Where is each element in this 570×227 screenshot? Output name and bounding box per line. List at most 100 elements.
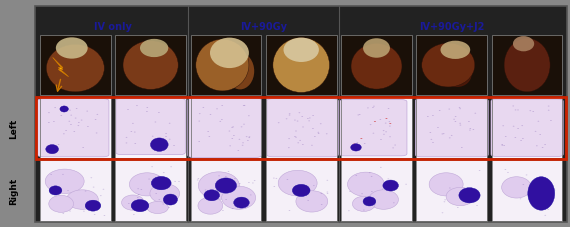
Bar [190,35,261,96]
Circle shape [162,204,164,205]
Circle shape [242,143,244,144]
Circle shape [148,179,150,180]
Circle shape [302,127,304,128]
FancyBboxPatch shape [339,100,407,156]
Circle shape [83,211,85,212]
Circle shape [229,146,231,147]
Ellipse shape [504,39,550,92]
Circle shape [104,215,105,216]
Bar [190,98,261,158]
Bar [341,35,412,96]
Bar [40,35,111,96]
Circle shape [364,143,365,144]
Circle shape [504,169,506,170]
Ellipse shape [351,144,361,151]
FancyBboxPatch shape [267,99,339,157]
Circle shape [58,144,59,145]
Circle shape [389,126,391,127]
Ellipse shape [215,178,237,193]
Circle shape [459,125,461,126]
Ellipse shape [151,177,171,190]
Bar [266,160,336,221]
Bar [115,98,186,158]
Circle shape [312,128,314,129]
Circle shape [389,122,390,123]
Circle shape [502,145,503,146]
Ellipse shape [46,45,104,92]
Bar [492,35,563,96]
Circle shape [536,146,538,147]
Text: IV+90Gy+J2: IV+90Gy+J2 [419,21,484,31]
Circle shape [453,119,455,120]
Circle shape [178,181,180,182]
Ellipse shape [292,185,310,197]
Bar [341,160,412,221]
Circle shape [135,143,136,144]
Circle shape [371,191,373,192]
Circle shape [75,118,76,119]
Bar [115,160,186,221]
Ellipse shape [441,42,470,60]
Circle shape [207,131,209,132]
Circle shape [459,109,461,110]
Circle shape [289,114,291,115]
Circle shape [360,138,363,139]
Bar [266,98,336,158]
Bar [190,160,261,221]
Ellipse shape [129,173,165,196]
FancyBboxPatch shape [188,99,261,158]
Polygon shape [52,58,68,77]
Bar [492,160,563,221]
Circle shape [479,170,481,171]
Circle shape [63,213,64,214]
Circle shape [63,134,65,135]
Circle shape [239,183,241,184]
Ellipse shape [351,44,402,90]
Circle shape [544,145,546,146]
Bar [40,35,111,96]
Circle shape [152,136,153,137]
Bar [266,35,336,96]
Ellipse shape [429,173,463,196]
Circle shape [247,140,249,141]
Circle shape [320,124,321,125]
Ellipse shape [147,202,168,214]
Ellipse shape [352,196,375,212]
Circle shape [459,123,461,124]
Circle shape [309,118,311,119]
Circle shape [170,167,172,168]
Ellipse shape [196,40,249,91]
Circle shape [222,210,224,211]
Ellipse shape [150,184,180,203]
Ellipse shape [67,190,98,209]
Circle shape [134,132,136,133]
Circle shape [135,205,137,206]
Ellipse shape [49,195,74,212]
Circle shape [385,132,387,133]
Circle shape [507,172,509,173]
Circle shape [367,108,369,109]
Ellipse shape [226,54,254,90]
Circle shape [389,137,391,138]
Circle shape [242,145,243,146]
Ellipse shape [198,197,223,214]
Circle shape [383,134,385,135]
Circle shape [457,207,459,208]
Ellipse shape [363,39,390,59]
Circle shape [62,174,64,175]
Ellipse shape [64,61,100,89]
Bar [417,160,487,221]
Circle shape [198,141,200,142]
Circle shape [326,134,328,135]
Circle shape [548,106,549,107]
Bar [492,98,563,158]
Ellipse shape [198,172,239,199]
FancyBboxPatch shape [116,99,185,155]
Bar [40,160,111,221]
Ellipse shape [150,138,168,152]
Circle shape [405,184,407,185]
Ellipse shape [383,180,398,191]
Circle shape [523,184,524,185]
Bar [417,35,487,96]
Circle shape [503,145,505,146]
